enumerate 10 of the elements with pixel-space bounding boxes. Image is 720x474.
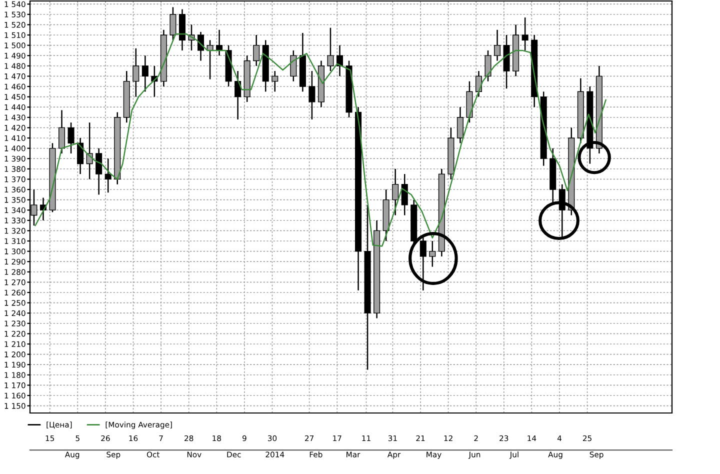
- candlestick: [401, 173, 408, 216]
- candlestick: [77, 137, 84, 175]
- candlestick: [197, 31, 204, 62]
- candlestick: [308, 70, 316, 120]
- candlestick: [234, 70, 242, 120]
- candlestick: [104, 158, 112, 194]
- candlestick: [522, 16, 528, 52]
- candlestick: [68, 122, 74, 154]
- candlestick: [142, 54, 148, 92]
- candlestick: [96, 148, 102, 196]
